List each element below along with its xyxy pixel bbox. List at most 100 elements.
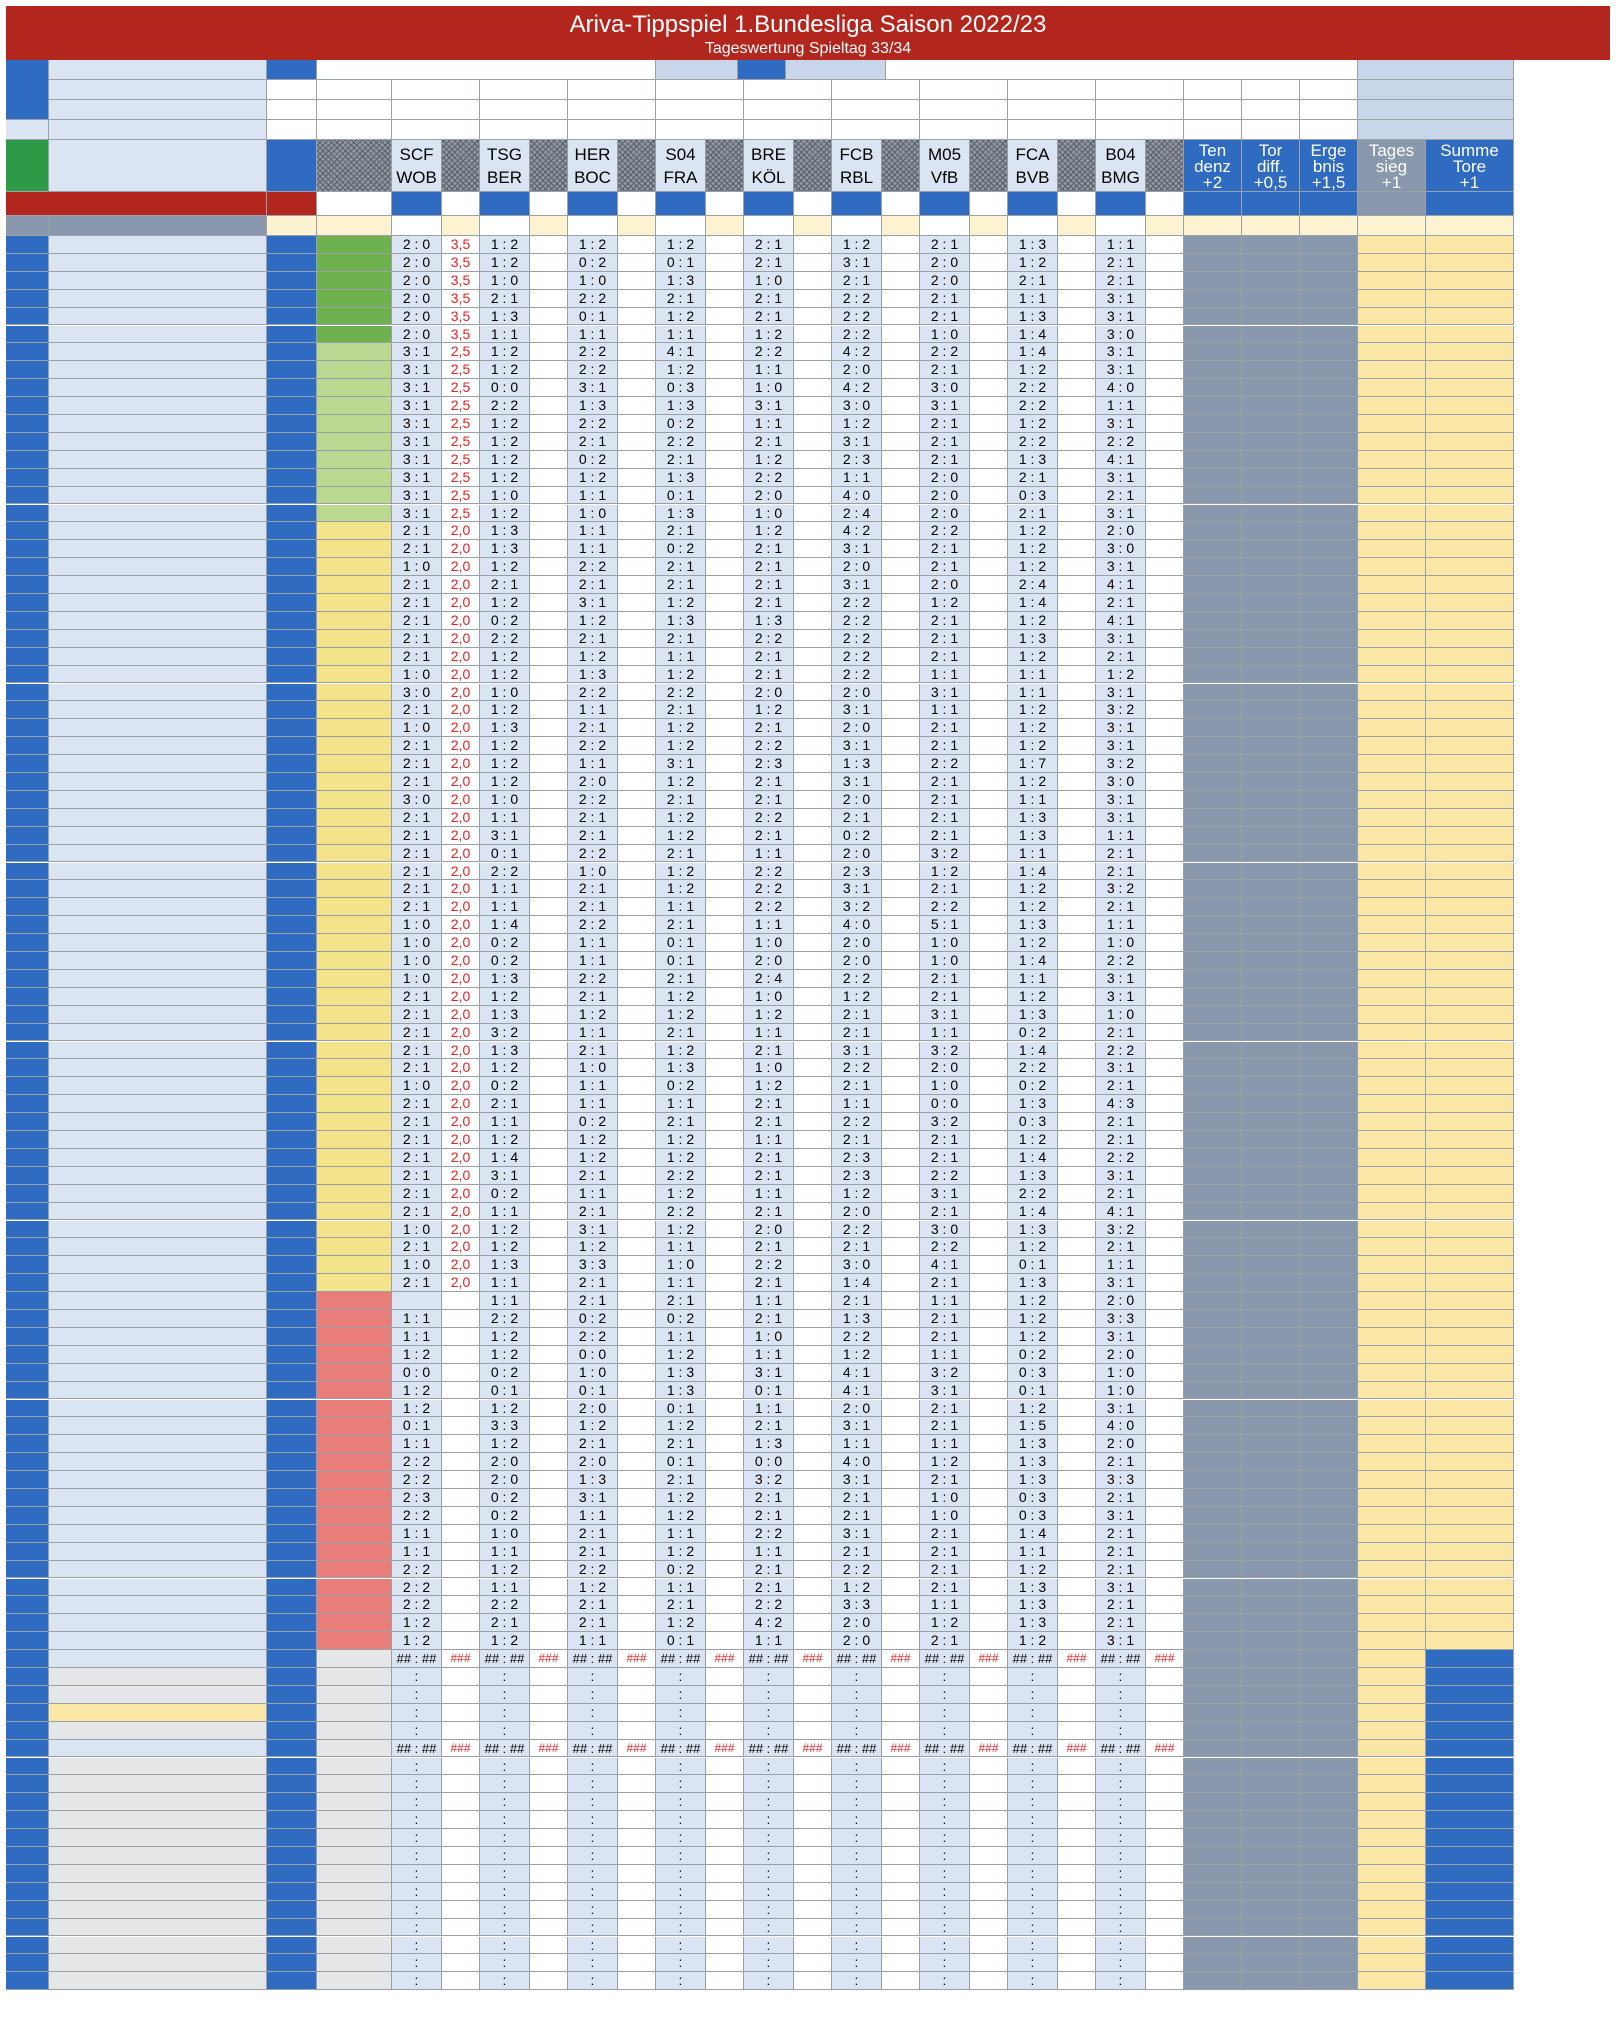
player-tordiff — [1242, 1614, 1300, 1633]
player-points — [618, 1489, 656, 1507]
player-tip: 2 : 1 — [1096, 1077, 1146, 1096]
player-tip: ## : ## — [1008, 1739, 1058, 1758]
player-rank — [6, 1847, 49, 1865]
player-summe-tore — [1426, 826, 1514, 845]
player-tip: 2 : 2 — [832, 1560, 882, 1579]
player-tagessieg — [1358, 1310, 1426, 1328]
stat-header-5: Summe Tore +1 — [1426, 140, 1514, 192]
player-tip: 1 : 1 — [920, 701, 970, 720]
player-tip: 2 : 2 — [568, 969, 618, 988]
player-points — [618, 1327, 656, 1346]
player-tordiff — [1242, 1972, 1300, 1991]
player-tip: 2 : 1 — [744, 236, 794, 254]
player-tip: 2 : 1 — [832, 271, 882, 290]
player-points: 2,0 — [442, 665, 480, 684]
player-tip: 3 : 0 — [1096, 773, 1146, 791]
player-points — [882, 1632, 920, 1651]
player-tip: 3 : 1 — [1096, 343, 1146, 362]
tipps-aus-label — [49, 120, 267, 140]
player-points — [1146, 1077, 1184, 1096]
player-points — [442, 1918, 480, 1937]
player-points: 2,0 — [442, 755, 480, 773]
player-tip: : — [392, 1793, 442, 1812]
player-tordiff — [1242, 1453, 1300, 1472]
player-points: 3,5 — [442, 271, 480, 290]
player-points — [530, 1148, 568, 1167]
player-tip: 3 : 1 — [1096, 683, 1146, 702]
player-tip: : — [744, 1721, 794, 1740]
player-points — [882, 826, 920, 845]
player-points — [1146, 952, 1184, 970]
player-tordiff — [1242, 1489, 1300, 1507]
player-points — [530, 1041, 568, 1060]
player-points — [794, 916, 832, 935]
player-tagessieg — [1358, 1381, 1426, 1400]
player-tip: 2 : 1 — [392, 1184, 442, 1203]
p-label-6 — [882, 192, 920, 216]
player-points — [530, 1381, 568, 1400]
player-tordiff — [1242, 755, 1300, 773]
player-points: 2,0 — [442, 969, 480, 988]
player-tagessieg — [1358, 1954, 1426, 1973]
player-tip: 2 : 1 — [920, 361, 970, 380]
player-tip: 4 : 1 — [1096, 450, 1146, 469]
player-row: ## : ## ### ## : ## ### ## : ## ### ## : ## ###… — [6, 1650, 1610, 1668]
player-pg — [317, 1757, 392, 1776]
player-points — [706, 1489, 744, 1507]
player-tip: 2 : 2 — [392, 1453, 442, 1472]
player-points — [1058, 737, 1096, 756]
player-rank — [6, 1757, 49, 1776]
player-ergebnis — [1300, 576, 1358, 594]
player-summe-tore — [1426, 629, 1514, 648]
player-tip: : — [568, 1918, 618, 1937]
player-points — [530, 1292, 568, 1310]
player-tordiff — [1242, 1864, 1300, 1883]
player-summe-tore — [1426, 1793, 1514, 1812]
player-summe-tore — [1426, 1095, 1514, 1114]
player-points — [1146, 1972, 1184, 1991]
player-tordiff — [1242, 898, 1300, 917]
player-points — [882, 898, 920, 917]
player-points — [970, 701, 1008, 720]
player-name — [49, 397, 267, 415]
player-tip: 1 : 2 — [656, 1184, 706, 1203]
player-tip: ## : ## — [392, 1739, 442, 1758]
player-tip: 0 : 2 — [480, 934, 530, 952]
player-points — [1146, 1506, 1184, 1525]
player-points — [970, 934, 1008, 952]
player-points — [794, 1524, 832, 1543]
player-tip: 2 : 1 — [920, 432, 970, 451]
tipps-count-blank — [832, 216, 882, 236]
player-points — [970, 1721, 1008, 1740]
player-tip: 3 : 1 — [1096, 558, 1146, 577]
player-sum-tore — [267, 343, 317, 362]
player-tip: : — [568, 1972, 618, 1991]
player-tip: : — [1096, 1703, 1146, 1722]
player-points — [442, 1310, 480, 1328]
player-sum-tore — [267, 1757, 317, 1776]
player-tip: 2 : 1 — [656, 1292, 706, 1310]
player-tordiff — [1242, 236, 1300, 254]
player-points — [970, 1381, 1008, 1400]
player-name — [49, 719, 267, 738]
player-points — [618, 1972, 656, 1991]
player-tip: 1 : 1 — [1008, 683, 1058, 702]
player-tordiff — [1242, 1363, 1300, 1382]
player-tip: 2 : 2 — [568, 1327, 618, 1346]
player-points — [618, 916, 656, 935]
game-number-7 — [970, 140, 1008, 192]
player-ergebnis — [1300, 1596, 1358, 1615]
player-tip: 0 : 1 — [1008, 1381, 1058, 1400]
player-tip: 2 : 1 — [1096, 1184, 1146, 1203]
player-tip: 1 : 2 — [480, 1560, 530, 1579]
player-tip: : — [568, 1936, 618, 1955]
player-points — [882, 1453, 920, 1472]
player-tip: 1 : 2 — [1008, 773, 1058, 791]
